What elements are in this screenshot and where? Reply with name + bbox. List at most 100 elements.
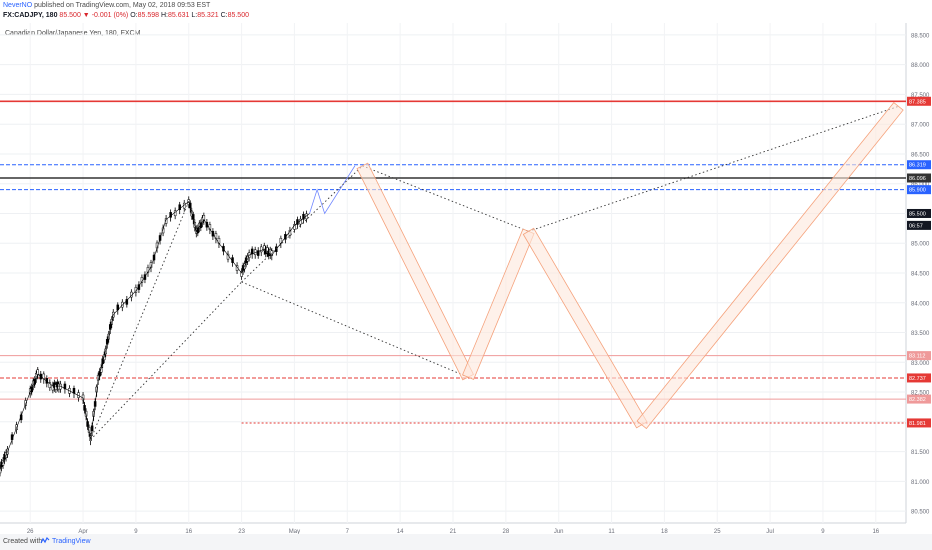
- price-tag-label: 82.737: [909, 376, 926, 382]
- candle-body: [164, 218, 168, 224]
- x-tick-label: 7: [346, 529, 350, 535]
- price-tag: [907, 173, 931, 183]
- zigzag-segment: [522, 227, 648, 429]
- y-tick-label: 84.000: [911, 301, 930, 307]
- last-price: 85.500: [59, 12, 81, 19]
- symbol-legend: FX:CADJPY, 180 85.500 ▼ -0.001 (0%) O:85…: [3, 12, 249, 19]
- candle-body: [263, 245, 266, 251]
- x-tick-label: 26: [27, 529, 34, 535]
- x-tick-label: May: [289, 529, 300, 535]
- candle-body: [240, 271, 243, 277]
- y-tick-label: 84.500: [911, 272, 930, 278]
- y-tick-label: 82.500: [911, 391, 930, 397]
- y-tick-label: 88.000: [911, 63, 930, 69]
- symbol-label: FX:CADJPY, 180: [3, 12, 58, 19]
- projection-path: [309, 165, 356, 215]
- price-series-line: [0, 201, 310, 470]
- price-axis: [906, 23, 932, 543]
- y-tick-label: 81.500: [911, 450, 930, 456]
- candle-body: [178, 204, 181, 210]
- candle-body: [250, 248, 254, 255]
- candle-body: [19, 414, 23, 421]
- candle-body: [48, 382, 52, 388]
- price-tag: [907, 373, 931, 383]
- candle-body: [72, 387, 76, 394]
- price-change: -0.001 (0%): [91, 12, 129, 19]
- price-tag-label: 82.382: [909, 397, 926, 403]
- publish-text: published on TradingView.com, May 02, 20…: [34, 2, 211, 9]
- close-value: 85.500: [227, 12, 249, 19]
- price-tag-label: 87.385: [909, 99, 926, 105]
- candle-body: [24, 400, 27, 406]
- x-tick-label: 25: [714, 529, 721, 535]
- open-label: O:: [130, 12, 138, 19]
- trend-line: [362, 165, 529, 232]
- x-tick-label: 9: [134, 529, 138, 535]
- candle-body: [0, 467, 2, 474]
- x-tick-label: 28: [503, 529, 510, 535]
- author-link[interactable]: NeverNO: [3, 2, 33, 9]
- zigzag-segment: [462, 228, 535, 380]
- candle-body: [259, 246, 263, 253]
- candle-body: [137, 284, 141, 290]
- candle-body: [125, 299, 129, 305]
- zigzag-segment: [356, 162, 475, 381]
- price-tag-label: 86.096: [909, 176, 926, 182]
- down-arrow-icon: ▼: [82, 12, 90, 19]
- price-tag-label: 83.112: [909, 354, 925, 360]
- candle-body: [134, 287, 138, 293]
- price-tag-label: 86.319: [909, 163, 926, 169]
- x-tick-label: 16: [872, 529, 879, 535]
- chart-area[interactable]: Canadian Dollar/Japanese Yen, 180, FXCM …: [0, 23, 932, 543]
- candle-body: [202, 215, 206, 221]
- candle-body: [30, 386, 33, 393]
- price-tag: [907, 394, 931, 404]
- candle-body: [199, 222, 203, 228]
- current-price-tag: [907, 208, 931, 218]
- close-label: C:: [220, 12, 228, 19]
- created-with-text: Created with: [3, 538, 43, 545]
- y-tick-label: 86.500: [911, 152, 930, 158]
- x-tick-label: 14: [397, 529, 404, 535]
- candle-body: [266, 247, 269, 253]
- high-label: H:: [160, 12, 168, 19]
- y-tick-label: 87.000: [911, 123, 930, 129]
- current-price-tag-label: 06:57: [909, 223, 923, 229]
- price-tag: [907, 160, 931, 170]
- trend-line: [241, 281, 469, 378]
- y-tick-label: 81.000: [911, 480, 930, 486]
- trend-line: [528, 105, 899, 232]
- open-value: 85.598: [137, 12, 160, 19]
- candle-body: [270, 250, 274, 256]
- x-tick-label: Apr: [78, 529, 87, 535]
- x-tick-label: Jun: [554, 529, 564, 535]
- price-tag: [907, 418, 931, 428]
- price-tag-label: 85.900: [909, 188, 926, 194]
- high-value: 85.631: [167, 12, 190, 19]
- x-tick-label: 11: [608, 529, 615, 535]
- price-chart[interactable]: Canadian Dollar/Japanese Yen, 180, FXCM …: [0, 23, 932, 543]
- x-tick-label: 9: [821, 529, 825, 535]
- footer: Created with TradingView: [0, 534, 932, 550]
- y-tick-label: 83.500: [911, 331, 930, 337]
- tradingview-logo-icon: [40, 537, 50, 544]
- candle-body: [256, 250, 260, 256]
- tradingview-brand[interactable]: TradingView: [52, 538, 91, 545]
- chart-title: Canadian Dollar/Japanese Yen, 180, FXCM: [5, 30, 141, 37]
- price-tag: [907, 96, 931, 106]
- y-tick-label: 83.000: [911, 361, 930, 367]
- price-tag-label: 81.981: [909, 421, 926, 427]
- candle-body: [161, 227, 165, 234]
- trend-line: [90, 281, 242, 440]
- zigzag-segment: [636, 102, 904, 430]
- y-tick-label: 80.500: [911, 510, 930, 516]
- candle-body: [121, 301, 124, 308]
- price-tag: [907, 351, 931, 361]
- x-tick-label: Jul: [766, 529, 774, 535]
- candle-body: [302, 213, 305, 220]
- x-tick-label: 16: [185, 529, 192, 535]
- x-tick-label: 21: [450, 529, 457, 535]
- y-tick-label: 85.000: [911, 242, 930, 248]
- current-price-tag-label: 85.500: [909, 211, 926, 217]
- trend-line: [90, 201, 190, 440]
